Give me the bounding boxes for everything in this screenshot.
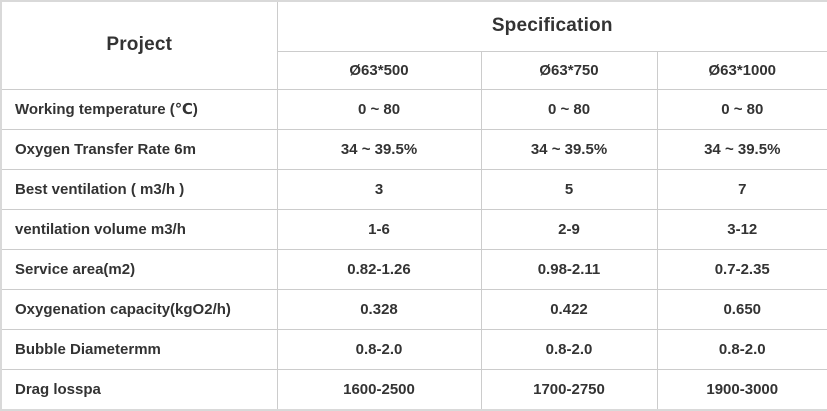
value-cell: 0 ~ 80 (656, 88, 827, 130)
value-cell: 0.82-1.26 (276, 248, 482, 291)
row-label: ventilation volume m3/h (0, 208, 278, 251)
row-label: Best ventilation ( m3/h ) (0, 168, 278, 210)
value-cell: 0 ~ 80 (276, 88, 482, 130)
value-cell: 7 (656, 168, 827, 210)
value-cell: 3-12 (656, 208, 827, 251)
row-label: Oxygen Transfer Rate 6m (0, 128, 278, 170)
value-cell: 0.8-2.0 (656, 329, 827, 371)
table-row-working-temperature: Working temperature (℃) 0 ~ 80 0 ~ 80 0 … (0, 88, 827, 130)
value-cell: 0.8-2.0 (480, 329, 658, 371)
project-header: Project (0, 0, 278, 90)
value-cell: 1600-2500 (276, 369, 482, 411)
value-cell: 0.650 (656, 289, 827, 331)
value-cell: 0.98-2.11 (480, 248, 658, 291)
value-cell: 34 ~ 39.5% (480, 128, 658, 170)
table-row-oxygenation-capacity: Oxygenation capacity(kgO2/h) 0.328 0.422… (0, 289, 827, 331)
spec-column-header-63x1000: Ø63*1000 (656, 50, 827, 90)
table-row-drag-loss: Drag losspa 1600-2500 1700-2750 1900-300… (0, 369, 827, 411)
row-label: Oxygenation capacity(kgO2/h) (0, 289, 278, 331)
spec-column-header-63x500: Ø63*500 (276, 50, 482, 90)
row-label: Drag losspa (0, 369, 278, 411)
value-cell: 0.8-2.0 (276, 329, 482, 371)
value-cell: 1-6 (276, 208, 482, 251)
value-cell: 0 ~ 80 (480, 88, 658, 130)
header-row: Project Specification (0, 0, 827, 90)
table-row-best-ventilation: Best ventilation ( m3/h ) 3 5 7 (0, 168, 827, 210)
value-cell: 2-9 (480, 208, 658, 251)
spec-column-header-63x750: Ø63*750 (480, 50, 658, 90)
value-cell: 0.7-2.35 (656, 248, 827, 291)
row-label: Service area(m2) (0, 248, 278, 291)
value-cell: 34 ~ 39.5% (276, 128, 482, 170)
table-row-service-area: Service area(m2) 0.82-1.26 0.98-2.11 0.7… (0, 248, 827, 291)
row-label: Bubble Diametermm (0, 329, 278, 371)
value-cell: 0.422 (480, 289, 658, 331)
value-cell: 5 (480, 168, 658, 210)
table-row-bubble-diameter: Bubble Diametermm 0.8-2.0 0.8-2.0 0.8-2.… (0, 329, 827, 371)
value-cell: 34 ~ 39.5% (656, 128, 827, 170)
specification-header: Specification (276, 0, 827, 52)
table-row-ventilation-volume: ventilation volume m3/h 1-6 2-9 3-12 (0, 208, 827, 251)
value-cell: 0.328 (276, 289, 482, 331)
value-cell: 1700-2750 (480, 369, 658, 411)
row-label: Working temperature (℃) (0, 88, 278, 130)
table-row-oxygen-transfer-rate: Oxygen Transfer Rate 6m 34 ~ 39.5% 34 ~ … (0, 128, 827, 170)
value-cell: 3 (276, 168, 482, 210)
subheader-row: Ø63*500 Ø63*750 Ø63*1000 (1, 50, 827, 90)
value-cell: 1900-3000 (656, 369, 827, 411)
